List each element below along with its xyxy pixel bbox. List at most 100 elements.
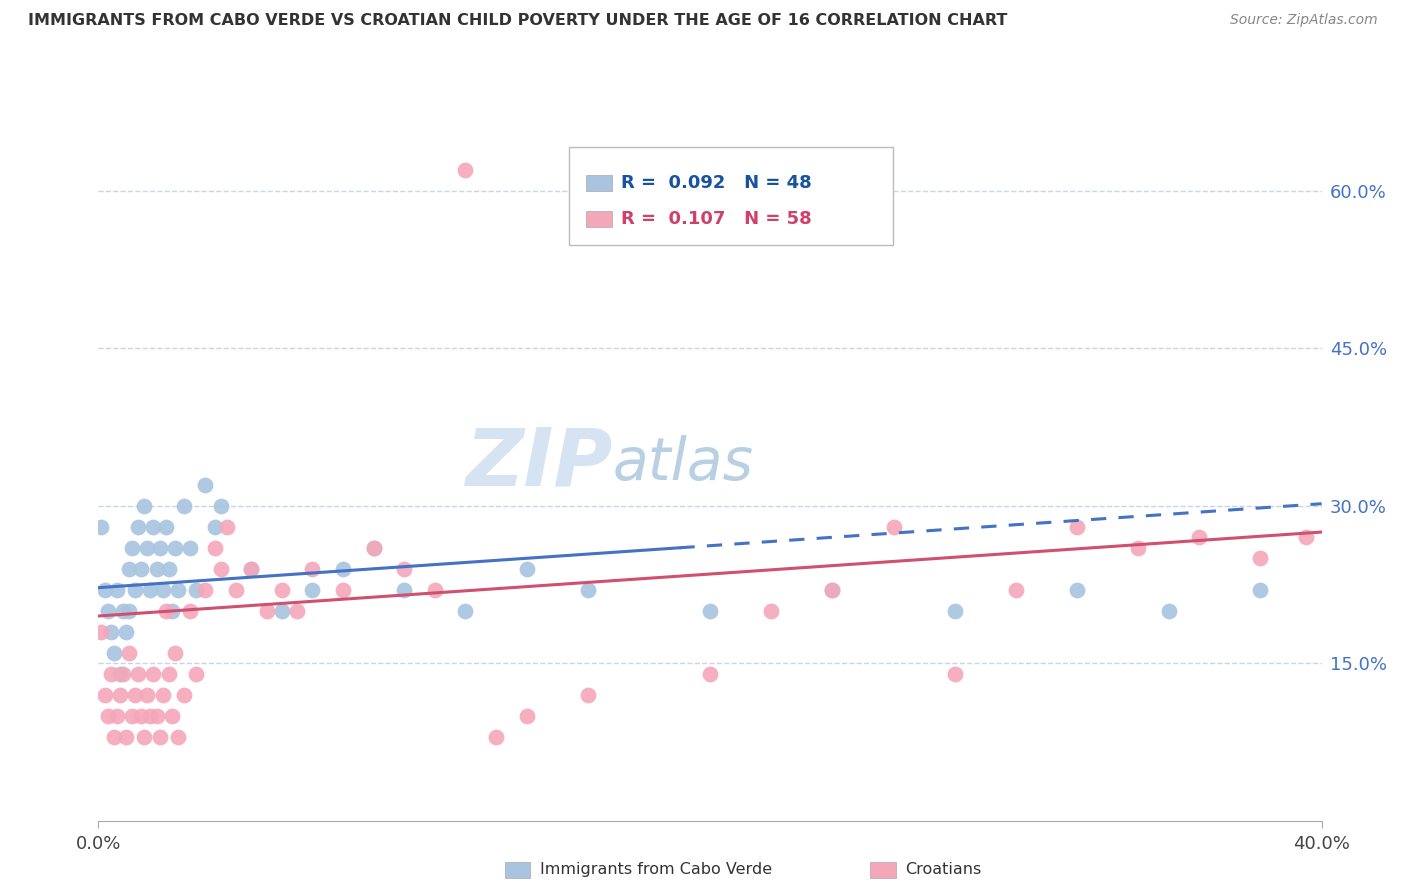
Point bbox=[454, 604, 477, 618]
Point bbox=[124, 582, 146, 597]
Point bbox=[103, 646, 125, 660]
Point bbox=[186, 666, 208, 681]
Point bbox=[163, 541, 186, 555]
Point bbox=[301, 582, 323, 597]
Point bbox=[179, 604, 201, 618]
Point bbox=[194, 582, 217, 597]
Point bbox=[943, 666, 966, 681]
Point bbox=[127, 666, 149, 681]
Point bbox=[194, 478, 217, 492]
Point bbox=[204, 541, 226, 555]
Point bbox=[97, 604, 120, 618]
Point bbox=[1249, 582, 1271, 597]
Point bbox=[121, 541, 143, 555]
Point bbox=[759, 604, 782, 618]
Point bbox=[699, 604, 721, 618]
Point bbox=[157, 666, 180, 681]
Point bbox=[157, 562, 180, 576]
Point bbox=[699, 666, 721, 681]
Point bbox=[160, 604, 183, 618]
Point bbox=[142, 666, 165, 681]
Point bbox=[155, 520, 177, 534]
Point bbox=[270, 604, 292, 618]
Point bbox=[1128, 541, 1150, 555]
Point bbox=[883, 520, 905, 534]
Point bbox=[134, 730, 156, 744]
Point bbox=[516, 708, 538, 723]
Text: Croatians: Croatians bbox=[905, 863, 981, 877]
Point bbox=[97, 708, 120, 723]
Point bbox=[392, 582, 416, 597]
Point bbox=[167, 730, 190, 744]
Point bbox=[392, 562, 416, 576]
Point bbox=[225, 582, 247, 597]
Point bbox=[105, 582, 128, 597]
Point bbox=[136, 688, 159, 702]
Point bbox=[152, 582, 174, 597]
Point bbox=[1004, 582, 1026, 597]
Point bbox=[129, 562, 152, 576]
Point bbox=[173, 499, 195, 513]
Point bbox=[108, 688, 131, 702]
Point bbox=[240, 562, 263, 576]
Point bbox=[100, 666, 122, 681]
Text: R =  0.107   N = 58: R = 0.107 N = 58 bbox=[621, 210, 813, 227]
Text: ZIP: ZIP bbox=[465, 425, 612, 503]
Point bbox=[145, 708, 167, 723]
Point bbox=[111, 604, 134, 618]
Point bbox=[209, 499, 232, 513]
Point bbox=[1249, 551, 1271, 566]
Point bbox=[115, 624, 138, 639]
Point bbox=[173, 688, 195, 702]
Point bbox=[576, 688, 599, 702]
Point bbox=[124, 688, 146, 702]
Point bbox=[1066, 520, 1088, 534]
Point bbox=[1295, 530, 1317, 544]
Point bbox=[240, 562, 263, 576]
Point bbox=[332, 582, 354, 597]
Point bbox=[363, 541, 385, 555]
Point bbox=[576, 582, 599, 597]
Point bbox=[121, 708, 143, 723]
Point bbox=[821, 582, 844, 597]
Point bbox=[111, 666, 134, 681]
Text: Immigrants from Cabo Verde: Immigrants from Cabo Verde bbox=[540, 863, 772, 877]
Point bbox=[160, 708, 183, 723]
Point bbox=[134, 499, 156, 513]
Point bbox=[204, 520, 226, 534]
Point bbox=[136, 541, 159, 555]
Point bbox=[301, 562, 323, 576]
Point bbox=[179, 541, 201, 555]
Point bbox=[152, 688, 174, 702]
Point bbox=[118, 604, 141, 618]
Point bbox=[142, 520, 165, 534]
Point bbox=[215, 520, 238, 534]
Point bbox=[516, 562, 538, 576]
Point bbox=[209, 562, 232, 576]
Point bbox=[943, 604, 966, 618]
Point bbox=[423, 582, 446, 597]
Point bbox=[115, 730, 138, 744]
Point bbox=[270, 582, 292, 597]
Point bbox=[100, 624, 122, 639]
Point bbox=[129, 708, 152, 723]
Point bbox=[285, 604, 308, 618]
Point bbox=[118, 646, 141, 660]
Point bbox=[485, 730, 508, 744]
Point bbox=[90, 520, 112, 534]
Point bbox=[332, 562, 354, 576]
Point bbox=[127, 520, 149, 534]
Text: R =  0.092   N = 48: R = 0.092 N = 48 bbox=[621, 174, 813, 192]
Point bbox=[1188, 530, 1211, 544]
Point bbox=[93, 582, 115, 597]
Point bbox=[90, 624, 112, 639]
Point bbox=[149, 541, 172, 555]
Point bbox=[1066, 582, 1088, 597]
Text: atlas: atlas bbox=[612, 435, 754, 492]
Text: Source: ZipAtlas.com: Source: ZipAtlas.com bbox=[1230, 13, 1378, 28]
Point bbox=[155, 604, 177, 618]
Point bbox=[186, 582, 208, 597]
Point bbox=[93, 688, 115, 702]
Point bbox=[145, 562, 167, 576]
Point bbox=[363, 541, 385, 555]
